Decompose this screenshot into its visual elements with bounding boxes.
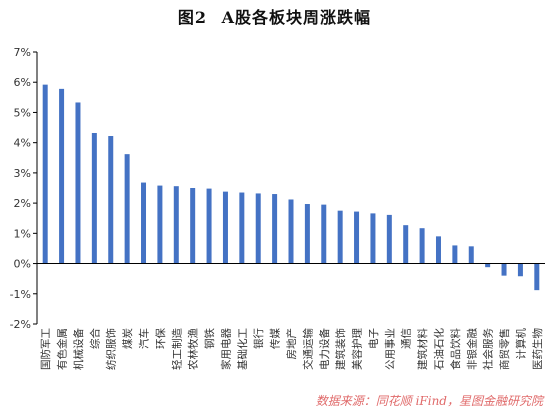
x-tick-label: 综合	[88, 328, 101, 349]
x-tick-label: 环保	[154, 328, 167, 349]
y-tick-label: 2%	[14, 197, 31, 210]
x-tick-label: 有色金属	[56, 328, 69, 370]
bar	[534, 263, 540, 291]
x-tick-label: 基础化工	[236, 328, 249, 370]
chart-title: 图2 A股各板块周涨跌幅	[0, 4, 549, 28]
bar	[272, 194, 278, 264]
chart-title-text: A股各板块周涨跌幅	[221, 8, 372, 27]
source-note: 数据来源：同花顺 iFind，星图金融研究院	[315, 394, 543, 408]
bar	[157, 185, 163, 264]
x-tick-label: 房地产	[285, 328, 298, 360]
x-tick-label: 钢铁	[203, 328, 216, 349]
x-tick-label: 纺织服饰	[105, 328, 118, 370]
bar	[75, 102, 81, 264]
x-tick-label: 建筑材料	[416, 328, 429, 370]
y-tick-label: 4%	[14, 137, 31, 150]
x-tick-label: 商贸零售	[498, 328, 511, 370]
x-tick-label: 计算机	[514, 328, 527, 360]
bar	[222, 191, 228, 264]
bar	[501, 263, 507, 276]
x-tick-label: 电力设备	[318, 328, 331, 370]
x-tick-label: 汽车	[138, 328, 151, 349]
bar	[403, 225, 409, 264]
bar	[370, 213, 376, 264]
x-tick-label: 交通运输	[301, 328, 314, 370]
bar	[517, 263, 523, 277]
bar	[108, 136, 114, 264]
x-tick-label: 国防军工	[39, 328, 52, 370]
bar	[337, 210, 343, 264]
y-tick-label: 0%	[14, 258, 31, 271]
x-tick-label: 美容护理	[351, 328, 364, 370]
y-tick-label: 3%	[14, 167, 31, 180]
bar	[468, 246, 474, 264]
x-tick-label: 家用电器	[219, 328, 232, 370]
bar	[321, 204, 327, 264]
x-tick-label: 电子	[367, 328, 380, 349]
bar	[304, 204, 310, 264]
bar	[206, 188, 212, 264]
y-tick-label: -1%	[10, 288, 31, 301]
bar	[91, 132, 97, 264]
bar	[354, 211, 360, 264]
x-tick-label: 银行	[252, 328, 265, 349]
y-tick-label: 5%	[14, 106, 31, 119]
bar	[42, 84, 48, 264]
bar	[190, 188, 196, 264]
x-tick-label: 公用事业	[383, 328, 396, 370]
bar	[141, 182, 147, 264]
bar	[452, 245, 458, 264]
x-tick-label: 通信	[401, 328, 413, 349]
x-tick-label: 轻工制造	[170, 328, 183, 370]
x-tick-label: 煤炭	[121, 328, 134, 349]
bar	[288, 199, 294, 264]
x-tick-label: 石油石化	[432, 328, 445, 370]
x-tick-label: 医药生物	[531, 328, 544, 370]
y-tick-label: -2%	[10, 318, 31, 331]
x-tick-label: 非银金融	[465, 328, 478, 370]
x-tick-label: 农林牧渔	[187, 328, 200, 370]
bar	[435, 236, 441, 264]
bar	[485, 263, 491, 268]
figure-label: 图2	[177, 8, 208, 27]
x-tick-label: 传媒	[269, 328, 282, 349]
x-tick-label: 社会服务	[482, 328, 495, 370]
bar	[419, 228, 425, 264]
bar	[124, 154, 130, 264]
bar	[386, 214, 392, 264]
x-tick-label: 食品饮料	[449, 328, 462, 370]
x-tick-label: 机械设备	[72, 328, 85, 370]
bar	[59, 88, 65, 264]
y-tick-label: 6%	[14, 76, 31, 89]
bar	[239, 192, 245, 264]
y-tick-label: 1%	[14, 227, 31, 240]
bar	[255, 193, 261, 264]
x-tick-label: 建筑装饰	[334, 328, 347, 370]
y-tick-label: 7%	[14, 46, 31, 59]
bar	[173, 186, 179, 264]
